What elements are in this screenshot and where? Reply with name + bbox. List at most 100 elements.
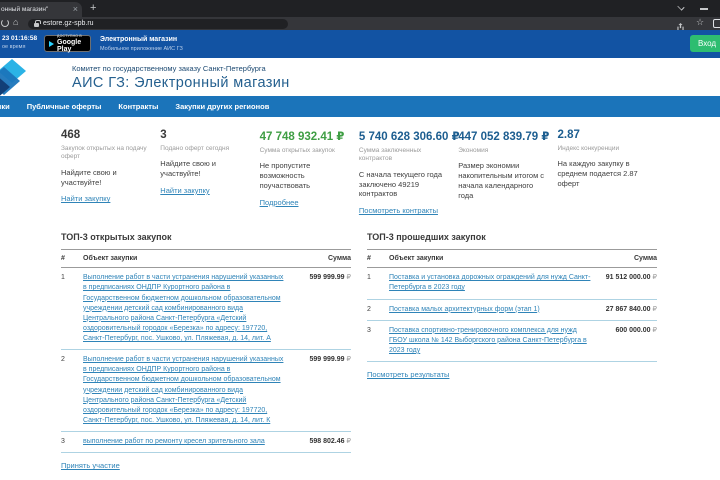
stat-label: Подано оферт сегодня — [160, 145, 230, 152]
col-header-object: Объект закупки — [83, 249, 288, 269]
stat-label: Сумма открытых закупок — [259, 147, 335, 154]
lock-icon — [34, 20, 41, 27]
stat-contracts-sum: 5 740 628 306.60 ₽ Сумма заключенных кон… — [358, 129, 460, 218]
browser-addressbar: ⌂ estore.gz-spb.ru ☆ — [0, 17, 720, 32]
main-nav: Закупки Публичные оферты Контракты Закуп… — [0, 96, 720, 117]
minimize-icon[interactable] — [700, 8, 708, 10]
ruble-sign: ₽ — [346, 438, 351, 446]
ruble-sign: ₽ — [652, 274, 657, 282]
take-part-link[interactable]: Принять участие — [61, 461, 120, 471]
ruble-sign: ₽ — [652, 326, 657, 334]
stat-desc: Найдите свою и участвуйте! — [160, 159, 216, 179]
nav-item-other-regions[interactable]: Закупки других регионов — [175, 102, 270, 111]
banner-time-value: 23 01:16:58 — [2, 35, 38, 42]
browser-tabstrip: онный магазин" × + — [0, 0, 720, 17]
stat-value: 3 — [160, 129, 167, 141]
profile-avatar[interactable] — [713, 19, 720, 28]
main-content: 468 Закупок открытых на подачу оферт Най… — [0, 117, 720, 480]
section-title: ТОП-3 прошедших закупок — [367, 232, 486, 243]
tab-close-icon[interactable]: × — [72, 4, 78, 14]
purchase-sum: 91 512 000.00 — [605, 274, 651, 282]
banner-app-subtitle: Мобильное приложение АИС ГЗ — [100, 45, 183, 52]
bookmark-star-icon[interactable]: ☆ — [696, 17, 705, 27]
find-purchase-link[interactable]: Найти закупку — [61, 194, 111, 204]
chevron-down-icon[interactable] — [678, 4, 684, 10]
stat-competition-index: 2.87 Индекс конкуренции На каждую закупк… — [557, 129, 656, 218]
google-play-label: Google Play — [57, 38, 82, 53]
google-play-icon — [49, 40, 54, 47]
stat-value: 447 052 839.79 ₽ — [458, 131, 550, 143]
purchase-link[interactable]: Поставка и установка дорожных ограждений… — [389, 274, 591, 292]
find-purchase-link[interactable]: Найти закупку — [160, 185, 210, 195]
login-button[interactable]: Вход — [690, 35, 720, 52]
purchase-sum: 599 999.99 — [309, 356, 345, 364]
stat-desc: С начала текущего года заключено 49219 к… — [358, 169, 443, 199]
banner-time: 23 01:16:58 ое время — [2, 35, 37, 50]
row-num: 3 — [61, 431, 83, 454]
view-contracts-link[interactable]: Посмотреть контракты — [358, 206, 438, 216]
stat-desc: Размер экономии накопительным итогом с н… — [458, 161, 545, 200]
url-bar[interactable]: estore.gz-spb.ru — [28, 18, 288, 29]
purchase-sum: 27 867 840.00 — [605, 305, 651, 313]
home-icon[interactable]: ⌂ — [13, 17, 19, 27]
stat-value: 5 740 628 306.60 ₽ — [358, 131, 460, 143]
nav-item-public-offers[interactable]: Публичные оферты — [26, 102, 102, 111]
open-purchases-table: # Объект закупки Сумма 1 Выполнение рабо… — [61, 249, 351, 454]
stat-open-sum: 47 748 932.41 ₽ Сумма открытых закупок Н… — [260, 129, 359, 218]
stat-value: 47 748 932.41 ₽ — [259, 131, 345, 143]
aisgz-logo — [0, 59, 26, 96]
app-banner: 23 01:16:58 ое время ДОСТУПНО В Google P… — [0, 30, 720, 58]
purchase-sum: 598 802.46 — [309, 438, 345, 446]
section-title: ТОП-3 открытых закупок — [61, 232, 172, 243]
table-row: 3 Поставка спортивно-тренировочного комп… — [367, 320, 657, 363]
nav-item-contracts[interactable]: Контракты — [118, 102, 159, 111]
col-header-num: # — [367, 249, 389, 269]
col-header-num: # — [61, 249, 83, 269]
purchase-link[interactable]: Выполнение работ в части устранения нару… — [83, 356, 284, 425]
browser-tab[interactable]: онный магазин" × — [0, 2, 82, 17]
section-top3-past-purchases: ТОП-3 прошедших закупок # Объект закупки… — [367, 232, 657, 473]
stat-desc: Найдите свою и участвуйте! — [61, 167, 117, 187]
ruble-sign: ₽ — [346, 356, 351, 364]
view-results-link[interactable]: Посмотреть результаты — [367, 370, 450, 380]
row-num: 1 — [367, 267, 389, 300]
stat-open-purchases: 468 Закупок открытых на подачу оферт Най… — [61, 129, 160, 218]
purchase-link[interactable]: выполнение работ по ремонту кресел зрите… — [83, 438, 265, 446]
table-row: 2 Поставка малых архитектурных форм (эта… — [367, 299, 657, 321]
tables-grid: ТОП-3 открытых закупок # Объект закупки … — [61, 232, 720, 480]
banner-timezone: ое время — [2, 44, 26, 50]
stat-desc: Не пропустите возможность поучаствовать — [259, 161, 311, 190]
purchase-sum: 600 000.00 — [615, 326, 651, 334]
stat-value: 2.87 — [557, 129, 580, 141]
stat-label: Закупок открытых на подачу оферт — [61, 145, 147, 161]
reload-icon[interactable] — [1, 19, 9, 27]
url-text[interactable]: estore.gz-spb.ru — [43, 20, 94, 27]
stat-savings: 447 052 839.79 ₽ Экономия Размер экономи… — [458, 129, 557, 218]
page-title: АИС ГЗ: Электронный магазин — [72, 75, 290, 91]
past-purchases-table: # Объект закупки Сумма 1 Поставка и уста… — [367, 249, 657, 363]
row-num: 3 — [367, 320, 389, 363]
stat-label: Экономия — [458, 147, 489, 154]
purchase-link[interactable]: Поставка малых архитектурных форм (этап … — [389, 305, 540, 313]
col-header-sum: Сумма — [288, 249, 351, 269]
table-row: 1 Выполнение работ в части устранения на… — [61, 267, 351, 351]
stat-offers-today: 3 Подано оферт сегодня Найдите свою и уч… — [160, 129, 259, 218]
purchase-link[interactable]: Выполнение работ в части устранения нару… — [83, 274, 284, 343]
stat-label: Сумма заключенных контрактов — [358, 147, 422, 163]
col-header-object: Объект закупки — [389, 249, 594, 269]
stat-label: Индекс конкуренции — [557, 145, 620, 152]
site-header: Комитет по государственному заказу Санкт… — [0, 58, 720, 96]
details-link[interactable]: Подробнее — [259, 197, 299, 207]
stat-desc: На каждую закупку в среднем подается 2.8… — [557, 159, 638, 188]
banner-app-title: Электронный магазин — [100, 36, 178, 43]
row-num: 2 — [367, 299, 389, 321]
google-play-badge[interactable]: ДОСТУПНО В Google Play — [44, 34, 91, 53]
nav-item-purchases[interactable]: Закупки — [0, 102, 10, 111]
section-top3-open-purchases: ТОП-3 открытых закупок # Объект закупки … — [61, 232, 351, 473]
new-tab-icon[interactable]: + — [90, 2, 97, 14]
row-num: 1 — [61, 267, 83, 351]
google-play-caption: ДОСТУПНО В — [57, 34, 82, 39]
ruble-sign: ₽ — [652, 305, 657, 313]
purchase-link[interactable]: Поставка спортивно-тренировочного компле… — [389, 326, 587, 354]
